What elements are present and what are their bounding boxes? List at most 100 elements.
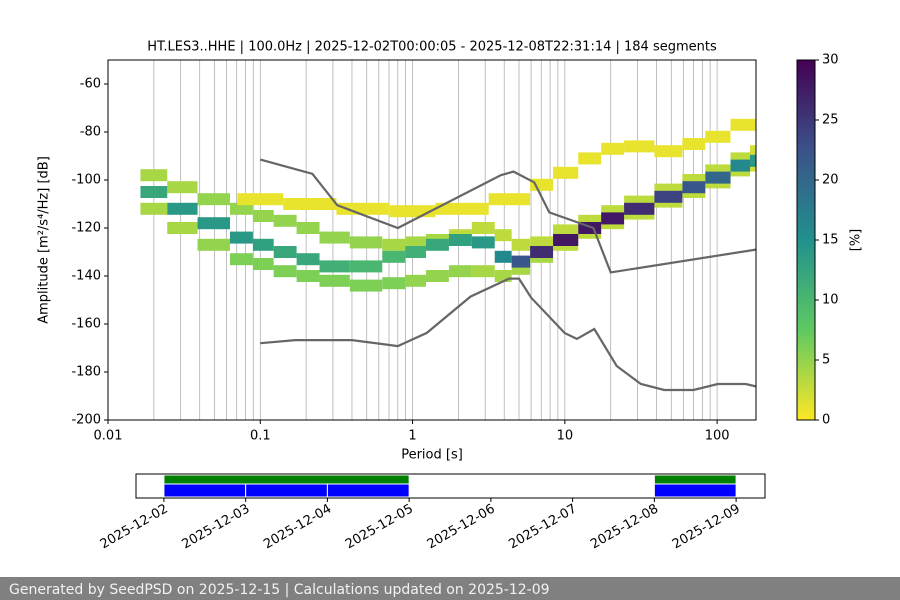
density-cell xyxy=(530,246,554,258)
x-tick-label: 0.01 xyxy=(94,429,123,444)
density-cell xyxy=(405,236,426,249)
noise-model-line xyxy=(260,158,756,274)
x-tick-label: 2025-12-02 xyxy=(98,502,171,553)
density-cell xyxy=(448,234,472,246)
density-cell xyxy=(167,222,198,234)
x-tick-label: 0.1 xyxy=(250,429,271,444)
colorbar-tick-label: 15 xyxy=(822,233,839,248)
y-tick-label: -140 xyxy=(71,269,101,284)
density-cell xyxy=(578,152,602,165)
density-cell xyxy=(140,202,168,215)
segments-bar xyxy=(653,483,737,498)
density-cell xyxy=(319,260,350,273)
density-cell xyxy=(749,145,756,158)
x-tick-label: 2025-12-09 xyxy=(670,502,743,553)
density-cell xyxy=(229,253,253,266)
density-cell xyxy=(336,202,390,215)
density-cell xyxy=(252,258,274,270)
y-tick-label: -80 xyxy=(80,125,101,140)
footer-text: Generated by SeedPSD on 2025-12-15 | Cal… xyxy=(9,582,550,598)
density-cell xyxy=(167,202,198,215)
plot-area xyxy=(140,60,756,420)
density-cell xyxy=(252,210,274,222)
density-cell xyxy=(405,246,426,258)
density-cell xyxy=(471,222,495,234)
density-cell xyxy=(296,222,320,234)
density-cell xyxy=(382,238,406,251)
density-cell xyxy=(296,253,320,266)
segments-bar xyxy=(245,483,328,498)
colorbar-tick-label: 25 xyxy=(822,113,839,128)
density-cell xyxy=(553,166,579,179)
y-tick-label: -200 xyxy=(71,413,101,428)
density-cell xyxy=(252,238,274,251)
density-cell xyxy=(553,224,579,237)
density-cell xyxy=(237,193,284,206)
y-tick-label: -120 xyxy=(71,221,101,236)
density-cell xyxy=(530,178,554,191)
density-cell xyxy=(229,231,253,244)
density-cell xyxy=(382,250,406,263)
colorbar xyxy=(796,59,816,421)
segments-bar xyxy=(163,483,247,498)
colorbar-tick-label: 10 xyxy=(822,293,839,308)
density-cell xyxy=(682,181,706,194)
noise-model-line xyxy=(260,277,756,392)
density-cell xyxy=(494,250,512,263)
density-cell xyxy=(405,274,426,287)
timeline-frame xyxy=(135,473,766,499)
chart-title: HT.LES3..HHE | 100.0Hz | 2025-12-02T00:0… xyxy=(147,40,717,55)
x-tick-label: 2025-12-06 xyxy=(425,502,498,553)
y-tick-label: -60 xyxy=(80,77,101,92)
density-cell xyxy=(140,169,168,182)
density-cell xyxy=(553,234,579,246)
density-cell xyxy=(705,171,731,184)
density-cell xyxy=(197,217,230,230)
x-tick-label: 2025-12-08 xyxy=(588,502,661,553)
colorbar-tick-label: 30 xyxy=(822,53,839,68)
colorbar-tick-label: 20 xyxy=(822,173,839,188)
density-cell xyxy=(494,229,512,242)
density-cell xyxy=(511,255,531,268)
density-cell xyxy=(349,260,383,273)
density-cell xyxy=(197,193,230,206)
density-cell xyxy=(319,231,350,244)
coverage-bar xyxy=(653,474,737,485)
x-tick-label: 100 xyxy=(705,429,730,444)
x-tick-label: 2025-12-03 xyxy=(179,502,252,553)
density-cell xyxy=(319,274,350,287)
density-cell xyxy=(601,212,625,225)
y-tick-label: -100 xyxy=(71,173,101,188)
y-axis-label: Amplitude [m²/s⁴/Hz] [dB] xyxy=(37,156,52,324)
density-cell xyxy=(530,236,554,249)
density-cell xyxy=(140,186,168,198)
density-cell xyxy=(435,202,489,215)
density-cell xyxy=(349,279,383,292)
density-cell xyxy=(471,265,495,278)
density-cell xyxy=(349,236,383,249)
x-tick-label: 2025-12-05 xyxy=(343,502,416,553)
colorbar-tick-label: 5 xyxy=(822,353,830,368)
density-cell xyxy=(730,159,750,172)
density-cell xyxy=(654,145,683,158)
density-cell xyxy=(229,202,253,215)
density-cell xyxy=(273,265,297,278)
density-cell xyxy=(273,214,297,227)
density-cell xyxy=(624,140,655,153)
density-cell xyxy=(273,246,297,258)
footer-bar xyxy=(0,577,900,600)
density-cell xyxy=(283,198,337,210)
density-cell xyxy=(167,181,198,194)
colorbar-tick-label: 0 xyxy=(822,413,830,428)
density-cell xyxy=(448,265,472,278)
density-cell xyxy=(749,154,756,167)
colorbar-label: [%] xyxy=(849,229,864,252)
density-cell xyxy=(730,118,756,131)
segments-bar xyxy=(326,483,410,498)
x-tick-label: 1 xyxy=(408,429,416,444)
density-cell xyxy=(296,270,320,282)
density-cell xyxy=(197,238,230,251)
x-tick-label: 2025-12-04 xyxy=(261,502,334,553)
